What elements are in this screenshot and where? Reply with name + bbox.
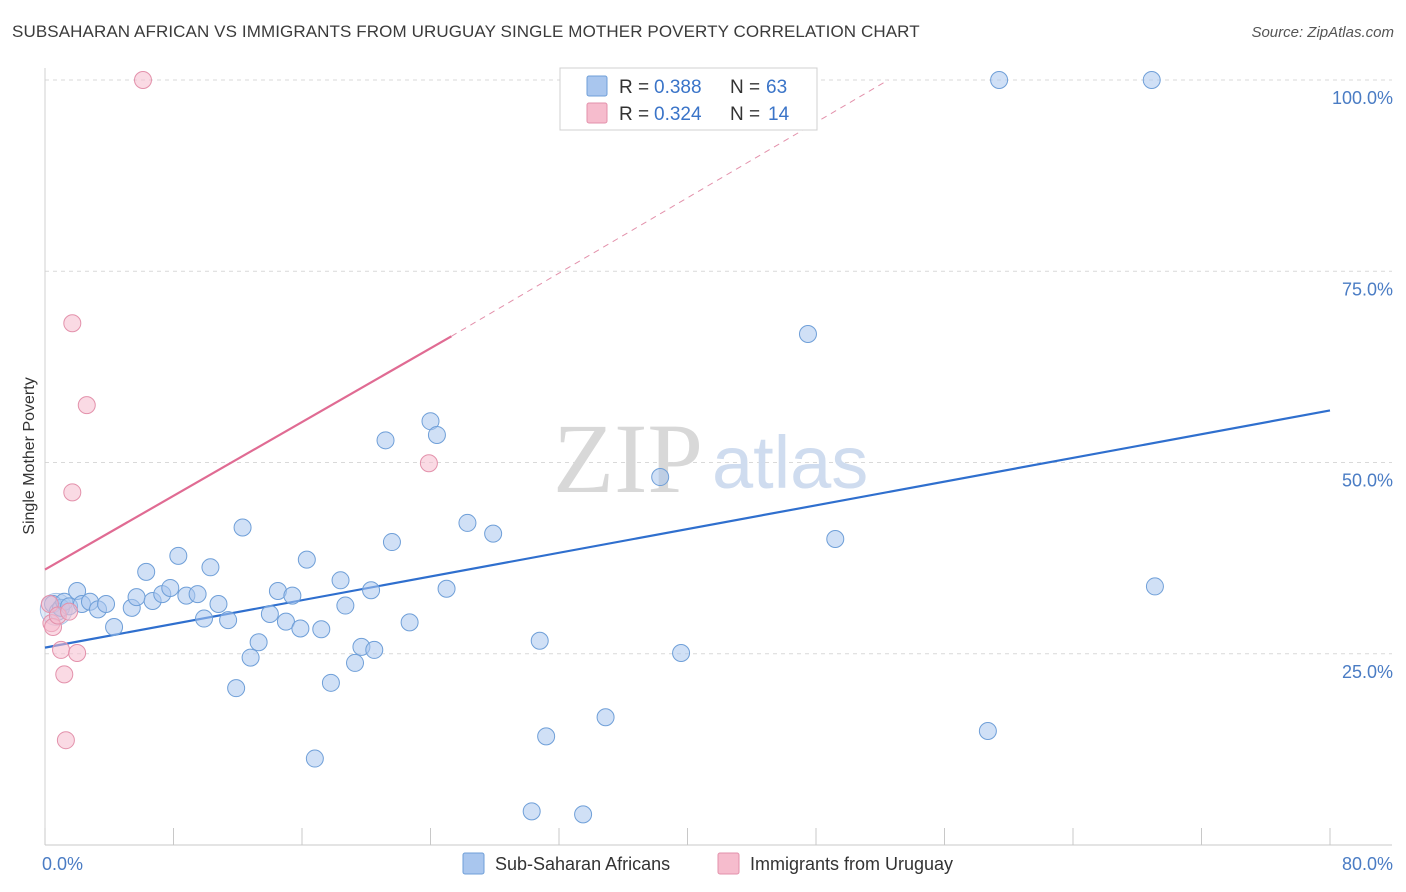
data-point-uruguay [60,602,79,621]
data-point-sub-saharan [574,805,593,824]
legend-r-value-pink: 0.324 [654,104,702,125]
data-point-sub-saharan [233,518,252,537]
data-point-sub-saharan [522,802,541,821]
data-point-sub-saharan [331,571,350,590]
data-point-sub-saharan [105,617,124,636]
watermark-atlas: atlas [712,421,868,504]
watermark: ZIP atlas [553,403,868,514]
data-point-sub-saharan [169,546,188,565]
y-tick-label: 50.0% [1342,471,1393,491]
chart-title: SUBSAHARAN AFRICAN VS IMMIGRANTS FROM UR… [12,22,920,41]
data-point-sub-saharan [305,749,324,768]
data-point-sub-saharan [201,558,220,577]
legend-r-label-blue: R = [619,77,649,98]
stats-legend: R = 0.388 N = 63 R = 0.324 N = 14 [559,67,818,131]
data-point-sub-saharan [137,562,156,581]
data-point-sub-saharan [376,431,395,450]
data-point-sub-saharan [260,604,279,623]
data-point-sub-saharan [195,609,214,628]
data-point-sub-saharan [427,425,446,444]
data-point-uruguay [63,314,82,333]
series-legend-swatch-blue [462,852,485,875]
y-tick-label: 100.0% [1332,88,1393,108]
data-point-sub-saharan [188,585,207,604]
data-point-sub-saharan [484,524,503,543]
axes [44,68,1392,846]
y-tick-label: 25.0% [1342,662,1393,682]
y-tick-label: 75.0% [1342,279,1393,299]
gridlines [45,79,1392,655]
legend-r-value-blue: 0.388 [654,77,702,98]
x-tick-label: 0.0% [42,854,83,874]
data-point-sub-saharan [127,588,146,607]
watermark-zip: ZIP [553,403,703,514]
trend-line-blue [44,409,1331,649]
data-point-sub-saharan [672,643,691,662]
series-legend-label-blue: Sub-Saharan Africans [495,854,670,874]
data-point-sub-saharan [276,612,295,631]
data-point-sub-saharan [227,679,246,698]
data-point-sub-saharan [219,611,238,630]
data-point-sub-saharan [297,550,316,569]
series-legend-swatch-pink [717,852,740,875]
data-point-sub-saharan [336,596,355,615]
data-point-sub-saharan [978,722,997,741]
data-point-uruguay [52,640,71,659]
legend-n-value-pink: 14 [768,104,790,125]
legend-swatch-blue [586,75,608,97]
data-point-uruguay [55,665,74,684]
data-point-sub-saharan [537,727,556,746]
data-point-sub-saharan [321,673,340,692]
data-point-sub-saharan [241,648,260,667]
data-point-sub-saharan [530,631,549,650]
data-points [39,71,1164,824]
legend-n-label-pink: N = [730,104,760,125]
series-legend-label-pink: Immigrants from Uruguay [750,854,953,874]
data-point-sub-saharan [97,595,116,614]
data-point-sub-saharan [1142,71,1161,89]
data-point-sub-saharan [283,586,302,605]
data-point-uruguay [133,71,152,89]
data-point-sub-saharan [651,468,670,487]
data-point-sub-saharan [437,579,456,598]
y-axis-title: Single Mother Poverty [21,377,38,534]
data-point-sub-saharan [596,708,615,727]
legend-n-label-blue: N = [730,77,760,98]
data-point-sub-saharan [312,620,331,639]
data-point-uruguay [68,643,87,662]
data-point-uruguay [63,483,82,502]
trend-lines [44,79,1331,649]
legend-r-label-pink: R = [619,104,649,125]
data-point-sub-saharan [346,653,365,672]
data-point-uruguay [77,396,96,415]
data-point-sub-saharan [798,324,817,343]
legend-n-value-blue: 63 [766,77,787,98]
trend-line-pink [44,335,452,571]
data-point-uruguay [419,454,438,473]
data-point-sub-saharan [291,619,310,638]
data-point-sub-saharan [161,578,180,597]
data-point-sub-saharan [826,530,845,548]
data-point-sub-saharan [209,595,228,614]
data-point-sub-saharan [362,581,381,600]
data-point-sub-saharan [458,513,477,532]
data-point-sub-saharan [365,640,384,659]
series-legend: Sub-Saharan Africans Immigrants from Uru… [462,852,953,875]
legend-swatch-pink [586,102,608,124]
data-point-sub-saharan [990,71,1009,89]
x-tick-label: 80.0% [1342,854,1393,874]
data-point-sub-saharan [382,533,401,552]
data-point-sub-saharan [400,613,419,632]
data-point-sub-saharan [1145,577,1164,596]
data-point-uruguay [56,731,75,750]
data-point-sub-saharan [249,633,268,652]
source-label: Source: ZipAtlas.com [1251,24,1394,41]
tick-labels: 25.0% 50.0% 75.0% 100.0% 0.0% 80.0% [42,88,1393,874]
